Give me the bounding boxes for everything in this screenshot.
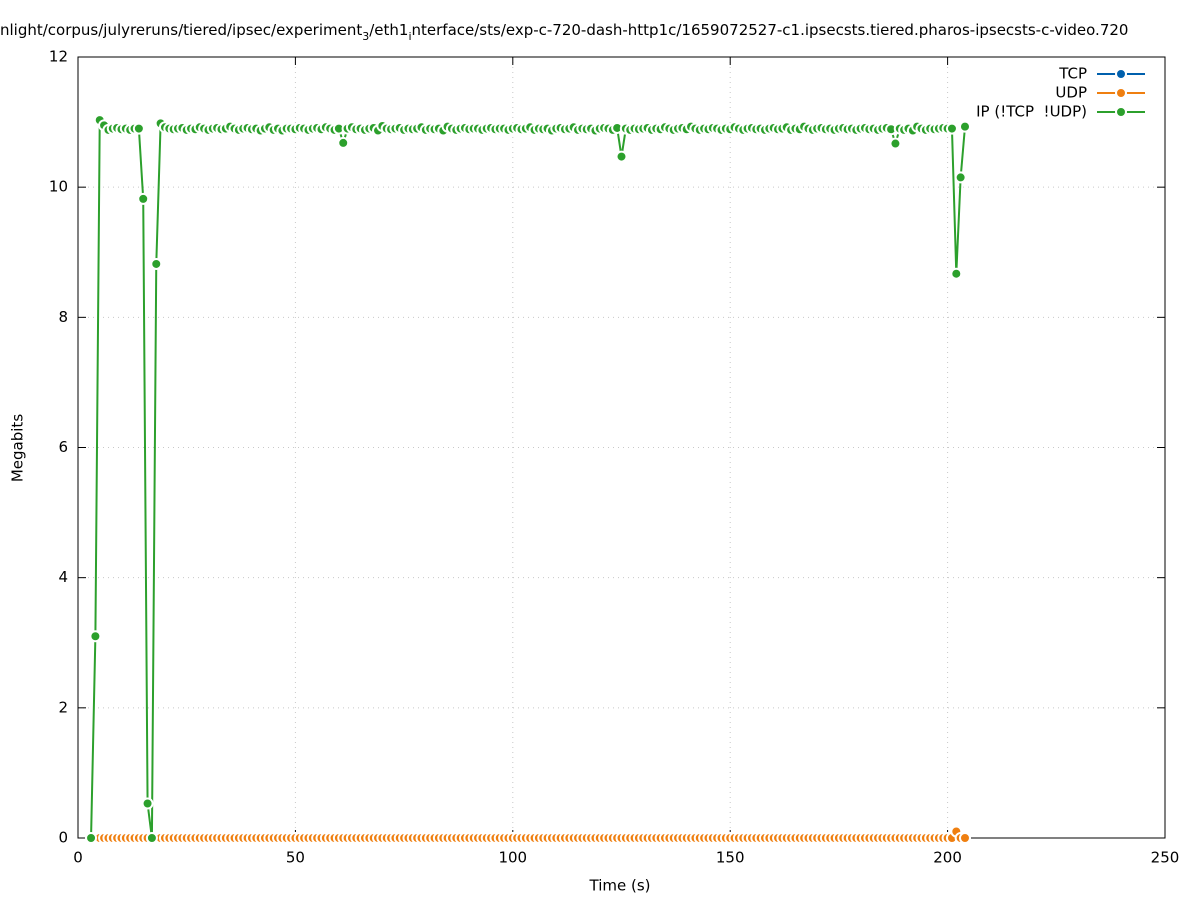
- point: [150, 257, 163, 270]
- point: [954, 171, 967, 184]
- series-line: [90, 117, 966, 839]
- y-axis-label: Megabits: [9, 414, 27, 482]
- title-part: i: [408, 30, 411, 43]
- legend-label: UDP: [1055, 84, 1087, 102]
- point: [889, 137, 902, 150]
- y-tick-label: 0: [58, 829, 68, 847]
- point: [137, 192, 150, 205]
- chart-title: nlight/corpus/julyreruns/tiered/ipsec/ex…: [0, 21, 1128, 43]
- legend-marker: [1115, 68, 1127, 80]
- point: [945, 122, 958, 135]
- point: [85, 832, 98, 844]
- point: [141, 797, 154, 810]
- legend-marker: [1115, 106, 1127, 118]
- point: [89, 630, 102, 643]
- point: [958, 120, 971, 133]
- legend-label: IP (!TCP !UDP): [976, 103, 1087, 121]
- y-tick-label: 10: [49, 178, 68, 196]
- x-tick-label: 100: [498, 849, 527, 867]
- point: [615, 150, 628, 163]
- x-tick-label: 50: [286, 849, 305, 867]
- x-axis-label: Time (s): [589, 877, 651, 895]
- title-part: /eth1: [369, 21, 408, 39]
- x-tick-label: 0: [73, 849, 83, 867]
- y-tick-label: 2: [58, 698, 68, 716]
- point: [337, 136, 350, 149]
- y-tick-label: 12: [49, 48, 68, 66]
- y-tick-label: 8: [58, 308, 68, 326]
- point: [958, 832, 971, 844]
- point: [950, 267, 963, 280]
- x-tick-label: 200: [933, 849, 962, 867]
- y-tick-label: 6: [58, 438, 68, 456]
- plot-frame: [77, 56, 1166, 839]
- title-part: nterface/sts/exp-c-720-dash-http1c/16590…: [412, 21, 1129, 39]
- title-part: 3: [362, 30, 369, 43]
- legend-label: TCP: [1058, 65, 1087, 83]
- x-tick-label: 150: [716, 849, 745, 867]
- point: [132, 122, 145, 135]
- legend-marker: [1115, 87, 1127, 99]
- y-tick-label: 4: [58, 568, 68, 586]
- title-part: nlight/corpus/julyreruns/tiered/ipsec/ex…: [0, 21, 362, 39]
- point: [145, 832, 158, 844]
- x-tick-label: 250: [1151, 849, 1180, 867]
